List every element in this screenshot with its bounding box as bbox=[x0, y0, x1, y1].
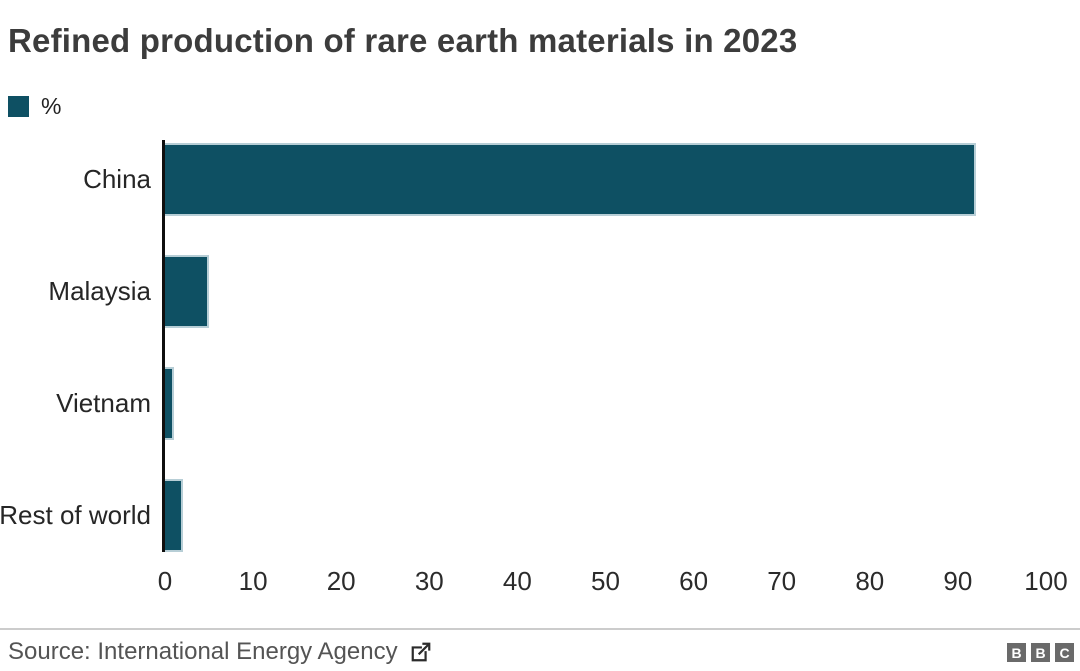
bar bbox=[165, 367, 174, 440]
category-label: China bbox=[83, 164, 151, 194]
bbc-logo-block: B bbox=[1007, 643, 1026, 662]
bar-row: Vietnam bbox=[0, 367, 1046, 440]
bar-row: Malaysia bbox=[0, 255, 1046, 328]
category-label: Malaysia bbox=[48, 276, 151, 306]
x-tick-label: 30 bbox=[414, 566, 444, 596]
x-tick-label: 100 bbox=[1024, 566, 1068, 596]
bar bbox=[165, 255, 210, 328]
category-label: Rest of world bbox=[0, 500, 151, 530]
bar-track bbox=[165, 479, 1046, 552]
legend-label: % bbox=[41, 93, 62, 119]
chart-title: Refined production of rare earth materia… bbox=[8, 22, 798, 59]
x-tick-label: 0 bbox=[157, 566, 173, 596]
x-tick-label: 20 bbox=[326, 566, 356, 596]
x-tick-label: 50 bbox=[591, 566, 620, 596]
bar-rows: China Malaysia Vietnam Rest of world bbox=[0, 143, 1046, 552]
legend: % bbox=[8, 93, 61, 120]
bar-track bbox=[165, 143, 1046, 216]
bbc-logo-block: C bbox=[1055, 643, 1074, 662]
legend-swatch-icon bbox=[8, 96, 29, 117]
category-label: Vietnam bbox=[56, 388, 151, 418]
source-text: Source: International Energy Agency bbox=[8, 638, 398, 665]
bar-row: China bbox=[0, 143, 1046, 216]
x-tick-label: 40 bbox=[502, 566, 532, 596]
x-tick-label: 80 bbox=[855, 566, 885, 596]
footer-divider bbox=[0, 628, 1080, 630]
bar bbox=[165, 143, 976, 216]
x-tick-label: 70 bbox=[767, 566, 797, 596]
x-tick-label: 10 bbox=[238, 566, 268, 596]
bar-track bbox=[165, 255, 1046, 328]
bar-row: Rest of world bbox=[0, 479, 1046, 552]
bar bbox=[165, 479, 183, 552]
x-axis: 0 10 20 30 40 50 60 70 80 90 100 bbox=[158, 566, 1068, 596]
external-link-icon[interactable] bbox=[410, 641, 432, 663]
x-tick-label: 90 bbox=[943, 566, 973, 596]
bar-track bbox=[165, 367, 1046, 440]
bbc-logo-block: B bbox=[1031, 643, 1050, 662]
x-tick-label: 60 bbox=[679, 566, 709, 596]
y-axis-line bbox=[162, 140, 165, 552]
source-line: Source: International Energy Agency bbox=[8, 638, 432, 666]
